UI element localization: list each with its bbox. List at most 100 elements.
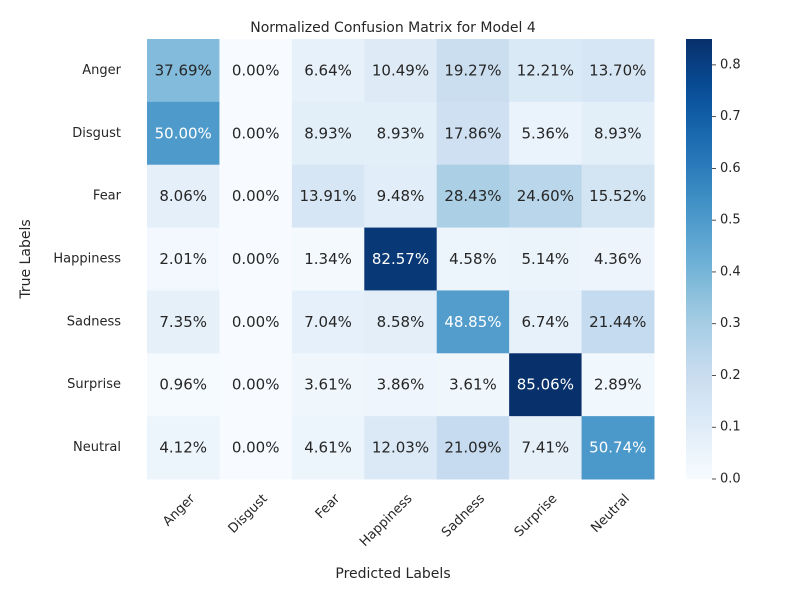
cell-value-label: 8.93% [594,124,642,142]
heatmap-cell [364,416,438,480]
cell-value-label: 10.49% [372,61,429,79]
cell-value-label: 3.86% [377,376,425,394]
heatmap-cell [291,39,365,103]
heatmap-cell [509,101,583,166]
heatmap-cell [436,227,510,291]
heatmap-cell [509,290,583,354]
cell-value-label: 5.14% [522,250,570,268]
x-tick-label: Surprise [512,491,561,540]
heatmap-cell [364,353,438,417]
heatmap-cell [436,39,510,103]
cell-value-label: 85.06% [517,376,574,394]
x-tick-label: Happiness [357,491,416,550]
colorbar-tick-label: 0.5 [720,213,741,228]
cell-value-label: 15.52% [589,187,646,205]
cell-value-label: 2.89% [594,376,642,394]
heatmap-cell [509,164,583,229]
heatmap-cell [291,416,365,480]
y-tick-label: Disgust [72,126,121,141]
cell-value-label: 82.57% [372,250,429,268]
cell-value-label: 50.00% [155,124,212,142]
cell-value-label: 0.00% [232,124,280,142]
heatmap-cell [436,101,510,166]
cell-value-label: 7.35% [159,313,207,331]
heatmap-cell [509,227,583,291]
cell-value-label: 0.00% [232,187,280,205]
heatmap-cell [581,101,655,166]
heatmap-cell [364,227,438,291]
cell-value-label: 50.74% [589,439,646,457]
heatmap-cell [147,290,220,354]
heatmap-cell [219,227,293,291]
x-tick-label: Neutral [588,491,633,536]
x-tick-label: Disgust [226,491,271,536]
heatmap-cell [364,164,438,229]
cell-value-label: 8.93% [304,124,352,142]
cell-value-label: 4.36% [594,250,642,268]
heatmap-cell [364,39,438,103]
heatmap-cell [436,164,510,229]
cell-value-label: 24.60% [517,187,574,205]
heatmap-cells [147,39,655,480]
heatmap-cell [147,416,220,480]
colorbar-tick-label: 0.2 [720,368,741,383]
cell-value-label: 6.74% [522,313,570,331]
heatmap-cell [147,353,220,417]
x-tick-label: Anger [160,491,198,529]
cell-value-label: 3.61% [449,376,497,394]
heatmap-cell [147,227,220,291]
heatmap-cell [291,164,365,229]
x-tick-labels: Anger Disgust Fear Happiness Sadness Surprise… [160,491,633,550]
cell-value-label: 21.44% [589,313,646,331]
cell-value-label: 48.85% [444,313,501,331]
y-tick-label: Happiness [53,252,121,267]
cell-value-label: 5.36% [522,124,570,142]
heatmap-cell [291,227,365,291]
heatmap-cell [581,416,655,480]
cell-value-label: 4.12% [159,439,207,457]
heatmap-cell [219,416,293,480]
cell-value-label: 8.58% [377,313,425,331]
cell-value-label: 3.61% [304,376,352,394]
heatmap-cell [364,290,438,354]
heatmap-cell [436,290,510,354]
heatmap-cell [147,39,220,103]
heatmap-cell [436,353,510,417]
cell-value-label: 0.96% [159,376,207,394]
cell-value-label: 1.34% [304,250,352,268]
cell-value-label: 21.09% [444,439,501,457]
cell-value-label: 9.48% [377,187,425,205]
heatmap-cell [509,353,583,417]
colorbar-tick-label: 0.3 [720,316,741,331]
x-tick-label: Sadness [439,491,488,540]
cell-value-label: 2.01% [159,250,207,268]
x-axis-label: Predicted Labels [335,566,450,582]
y-tick-label: Neutral [73,440,121,455]
heatmap-cell [581,353,655,417]
heatmap-cell [581,290,655,354]
heatmap-cell [291,353,365,417]
heatmap-cell [509,39,583,103]
colorbar-tick-label: 0.0 [720,472,741,487]
cell-value-label: 17.86% [444,124,501,142]
cell-value-label: 8.06% [159,187,207,205]
y-tick-label: Anger [82,63,121,78]
y-tick-label: Surprise [67,377,121,392]
cell-value-label: 0.00% [232,376,280,394]
cell-value-label: 4.58% [449,250,497,268]
heatmap-cell [219,39,293,103]
cell-value-label: 7.04% [304,313,352,331]
y-tick-label: Fear [93,189,122,204]
cell-value-label: 6.64% [304,61,352,79]
y-tick-labels: Anger Disgust Fear Happiness Sadness Surprise… [53,63,121,455]
heatmap-cell [147,164,220,229]
colorbar-tick-label: 0.6 [720,161,741,176]
heatmap-cell [219,164,293,229]
colorbar-ticks: 0.0 0.1 0.2 0.3 0.4 0.5 0.6 0.7 0.8 [712,57,741,487]
cell-value-label: 4.61% [304,439,352,457]
colorbar-tick-label: 0.7 [720,109,741,124]
x-tick-label: Fear [313,491,344,522]
heatmap-cell [219,353,293,417]
cell-value-label: 13.91% [299,187,356,205]
